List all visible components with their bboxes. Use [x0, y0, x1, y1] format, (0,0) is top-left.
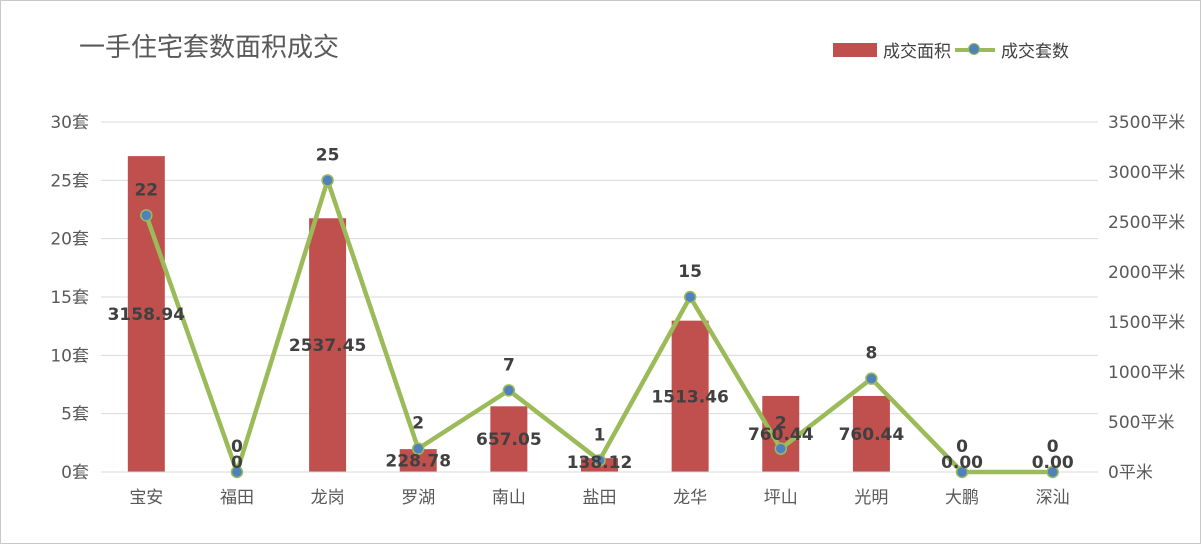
x-tick-label: 南山 [492, 488, 526, 508]
line-point [593, 454, 606, 467]
line-point [955, 465, 969, 479]
line-point [774, 442, 788, 455]
line-data-label: 25 [316, 145, 340, 165]
line-data-label: 0 [956, 437, 968, 457]
y-left-tick-label: 30套 [50, 113, 89, 133]
bar-data-label: 1513.46 [651, 387, 728, 407]
legend-swatch-line [955, 42, 995, 57]
bar-data-label: 3158.94 [108, 305, 186, 325]
line-data-label: 2 [412, 414, 424, 434]
line-data-label: 8 [865, 344, 877, 364]
x-tick-label: 龙华 [673, 488, 707, 508]
y-left-tick-label: 0套 [61, 463, 89, 483]
bar [309, 218, 347, 472]
y-left-tick-label: 5套 [61, 405, 89, 425]
y-right-tick-label: 2500平米 [1108, 213, 1185, 233]
x-tick-label: 坪山 [764, 488, 798, 508]
line-data-label: 0 [231, 437, 243, 457]
legend-swatch-bar [833, 42, 877, 57]
y-left-tick-label: 10套 [50, 346, 89, 366]
line-data-label: 7 [503, 355, 515, 375]
y-left-tick-label: 20套 [50, 230, 89, 250]
x-tick-label: 福田 [220, 488, 254, 508]
line-data-label: 0 [1047, 437, 1059, 457]
bar-data-label: 760.44 [748, 425, 814, 445]
y-right-tick-label: 0平米 [1108, 463, 1153, 483]
bar-data-label: 0.00 [1032, 453, 1074, 473]
y-left-tick-label: 15套 [50, 288, 89, 308]
bar-data-label: 0 [231, 453, 243, 473]
y-right-tick-label: 1000平米 [1108, 363, 1185, 383]
bar-data-label: 657.05 [476, 430, 542, 450]
bar [127, 156, 165, 472]
line-point [683, 290, 697, 304]
bar-data-label: 228.78 [385, 452, 451, 472]
line-point [411, 442, 425, 455]
bar [852, 395, 890, 472]
bar-data-label: 138.12 [567, 453, 633, 473]
x-tick-label: 龙岗 [311, 488, 345, 508]
line-point [321, 174, 334, 187]
chart-title: 一手住宅套数面积成交 [79, 33, 340, 63]
line-point [230, 465, 244, 479]
y-right-tick-label: 2000平米 [1108, 263, 1185, 283]
line-point [502, 384, 516, 397]
bar-data-label: 0.00 [941, 453, 983, 473]
legend-label-area: 成交面积 [883, 42, 951, 62]
bar-data-label: 2537.45 [289, 336, 366, 356]
bar [671, 320, 709, 472]
legend-label-count: 成交套数 [1001, 42, 1069, 62]
line-data-label: 22 [134, 180, 158, 200]
x-tick-label: 罗湖 [401, 488, 435, 508]
x-tick-label: 宝安 [129, 488, 163, 508]
line-point [140, 209, 153, 222]
y-right-tick-label: 500平米 [1108, 413, 1174, 433]
x-tick-label: 深汕 [1036, 488, 1070, 508]
bar [490, 406, 528, 472]
line-point [1046, 465, 1059, 479]
line-point [865, 372, 878, 385]
x-tick-label: 大鹏 [945, 488, 979, 508]
x-tick-label: 盐田 [583, 488, 617, 508]
line-data-label: 1 [594, 425, 606, 445]
line-data-label: 2 [775, 414, 787, 434]
y-right-tick-label: 1500平米 [1108, 313, 1185, 333]
y-right-tick-label: 3000平米 [1108, 163, 1185, 183]
y-left-tick-label: 25套 [50, 171, 89, 191]
legend: 成交面积 成交套数 [833, 37, 1069, 62]
line-data-label: 15 [678, 262, 702, 282]
bar-data-label: 760.44 [839, 425, 905, 445]
x-tick-label: 光明 [854, 488, 888, 508]
bar [762, 395, 800, 472]
bar [399, 449, 437, 472]
y-right-tick-label: 3500平米 [1108, 113, 1185, 133]
